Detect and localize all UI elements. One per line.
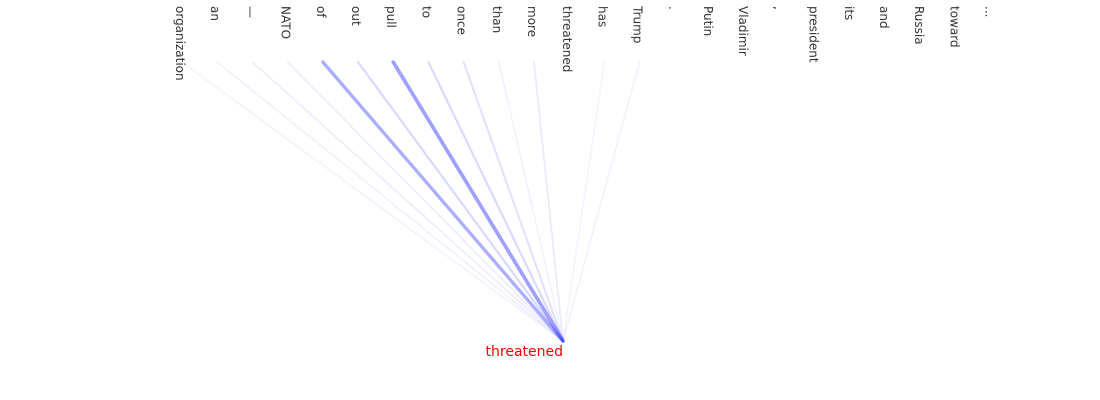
token-label: ,: [771, 6, 785, 10]
attention-edge: [181, 61, 564, 342]
attention-edge: [562, 61, 606, 342]
attention-edge: [562, 61, 641, 342]
token-label: more: [525, 6, 539, 37]
token-label: pull: [384, 6, 398, 28]
token-label: has: [595, 6, 609, 27]
token-label: out: [349, 6, 363, 26]
target-token-label: threatened: [486, 344, 563, 360]
token-label: threatened: [560, 6, 574, 72]
token-label: toward: [947, 6, 961, 48]
attention-edges: [181, 60, 641, 343]
token-label: Putin: [701, 6, 715, 36]
token-label: than: [490, 6, 504, 33]
token-label: —: [243, 6, 257, 18]
attention-edge: [216, 61, 564, 342]
attention-edge: [462, 60, 565, 343]
attention-edge: [497, 61, 564, 342]
attention-edge: [533, 61, 564, 342]
token-label: NATO: [279, 6, 293, 39]
token-label: Russia: [912, 6, 926, 45]
token-label: Vladimir: [736, 6, 750, 56]
token-label: president: [807, 6, 821, 63]
token-label: ...: [983, 6, 997, 17]
token-label: and: [877, 6, 891, 29]
token-label: to: [419, 6, 433, 18]
attention-edge: [286, 61, 564, 342]
token-label: an: [208, 6, 222, 21]
token-label: organization: [173, 6, 187, 81]
attention-edge: [251, 61, 564, 342]
token-label: .: [666, 6, 680, 10]
token-label: its: [842, 6, 856, 20]
token-label: once: [455, 6, 469, 35]
attention-edge: [427, 60, 565, 343]
token-labels: organization an — NATO of out pull to once than mo…: [173, 5, 997, 81]
attention-edge: [356, 60, 565, 343]
attention-edge: [321, 60, 565, 343]
token-label: Trump: [631, 5, 645, 43]
attention-edge: [391, 60, 565, 343]
token-label: of: [314, 6, 328, 18]
